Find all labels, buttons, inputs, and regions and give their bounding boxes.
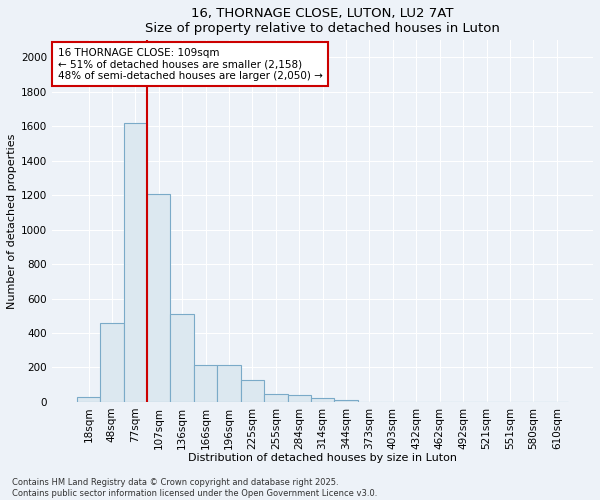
Bar (194, 365, 217, 402)
X-axis label: Distribution of detached houses by size in Luton: Distribution of detached houses by size … (188, 453, 457, 463)
Text: 16 THORNAGE CLOSE: 109sqm
← 51% of detached houses are smaller (2,158)
48% of se: 16 THORNAGE CLOSE: 109sqm ← 51% of detac… (58, 48, 323, 80)
Bar (334, 400, 358, 402)
Bar (170, 314, 194, 402)
Bar (124, 123, 147, 402)
Title: 16, THORNAGE CLOSE, LUTON, LU2 7AT
Size of property relative to detached houses : 16, THORNAGE CLOSE, LUTON, LU2 7AT Size … (145, 7, 500, 35)
Bar (217, 365, 241, 402)
Bar (287, 395, 311, 402)
Bar (77, 396, 100, 402)
Y-axis label: Number of detached properties: Number of detached properties (7, 134, 17, 309)
Text: Contains HM Land Registry data © Crown copyright and database right 2025.
Contai: Contains HM Land Registry data © Crown c… (12, 478, 377, 498)
Bar (147, 194, 170, 402)
Bar (311, 398, 334, 402)
Bar (264, 394, 287, 402)
Bar (241, 380, 264, 402)
Bar (100, 322, 124, 402)
